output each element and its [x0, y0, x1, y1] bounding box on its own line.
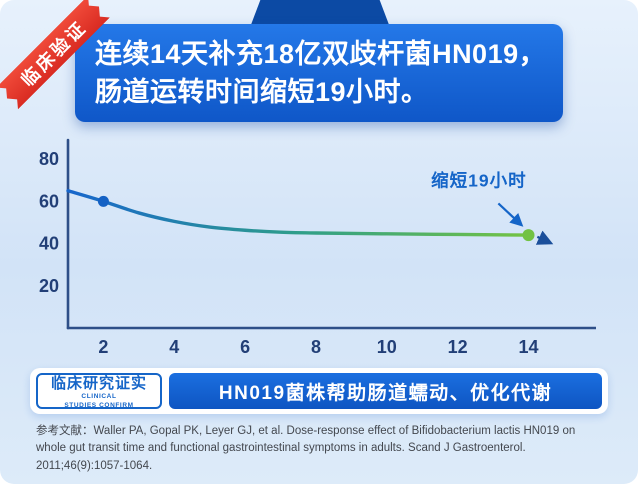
x-tick-label: 14 — [518, 337, 538, 357]
reference-text: Waller PA, Gopal PK, Leyer GJ, et al. Do… — [36, 425, 576, 472]
conclusion-banner: 临床研究证实 CLINICAL STUDIES CONFIRM HN019菌株帮… — [30, 368, 608, 414]
transit-time-curve — [66, 189, 531, 237]
headline-line2: 肠道运转时间缩短19小时。 — [95, 77, 429, 107]
y-tick-label: 40 — [39, 234, 59, 254]
start-point — [97, 195, 109, 207]
y-tick-label: 20 — [39, 276, 59, 296]
clinical-studies-title: 临床研究证实 — [50, 375, 147, 393]
annotation-arrow — [497, 202, 524, 227]
clinical-studies-stamp: 临床研究证实 CLINICAL STUDIES CONFIRM — [36, 373, 162, 409]
y-tick-label: 80 — [39, 149, 59, 169]
annotation-label: 缩短19小时 — [431, 171, 526, 191]
x-tick-label: 10 — [377, 337, 397, 357]
reference-label: 参考文献： — [36, 425, 94, 437]
transit-chart: 20 40 60 80 2 4 6 8 10 12 14 缩短19小时 — [39, 138, 596, 357]
reference-citation: 参考文献：Waller PA, Gopal PK, Leyer GJ, et a… — [36, 423, 608, 475]
x-tick-label: 2 — [98, 337, 108, 357]
headline-banner: 连续14天补充18亿双歧杆菌HN019， 肠道运转时间缩短19小时。 — [75, 24, 563, 122]
curve-end-arrow — [535, 230, 554, 245]
clinical-studies-subtitle-line1: CLINICAL — [81, 393, 117, 401]
conclusion-text: HN019菌株帮助肠道蠕动、优化代谢 — [169, 373, 602, 409]
x-tick-label: 6 — [240, 337, 250, 357]
x-tick-label: 4 — [169, 337, 179, 357]
x-tick-label: 8 — [311, 337, 321, 357]
headline-line1: 连续14天补充18亿双歧杆菌HN019， — [95, 39, 547, 69]
end-point — [522, 229, 535, 242]
x-tick-label: 12 — [448, 337, 468, 357]
y-tick-label: 60 — [39, 191, 59, 211]
clinical-studies-subtitle-line2: STUDIES CONFIRM — [64, 401, 134, 409]
